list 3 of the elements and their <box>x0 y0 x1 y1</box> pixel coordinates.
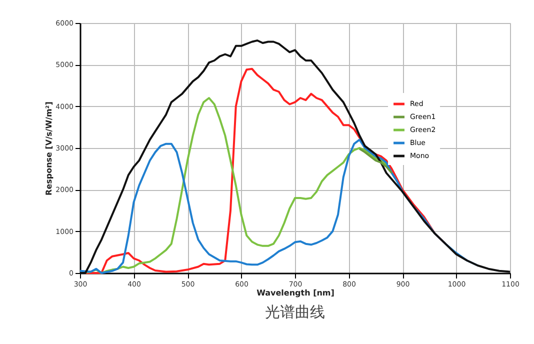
x-axis-title: Wavelength [nm] <box>256 288 334 298</box>
text: 光谱曲线 <box>265 303 325 321</box>
y-axis-title: Response [V/s/W/m²] <box>44 102 54 196</box>
